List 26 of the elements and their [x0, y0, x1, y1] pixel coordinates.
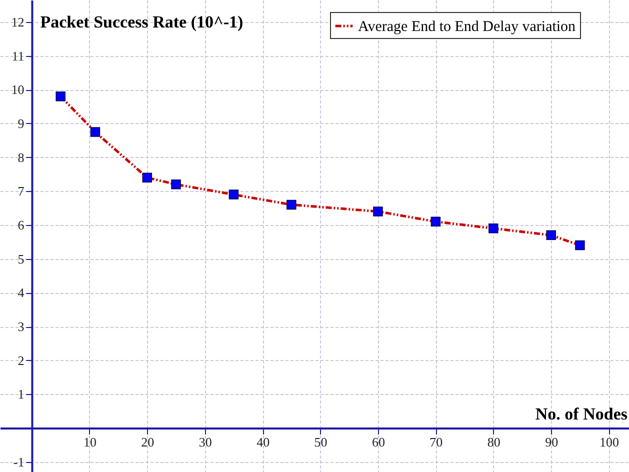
y-tick-label: 6: [18, 218, 25, 233]
y-tick-label: 8: [18, 150, 24, 165]
x-tick-label: 30: [198, 434, 212, 450]
y-tick-label: 1: [18, 386, 24, 402]
y-tick-label: 3: [18, 319, 24, 334]
x-tick-label: 40: [256, 434, 270, 450]
y-tick-label: 4: [18, 285, 25, 300]
y-tick-label: 11: [12, 48, 24, 64]
y-tick-label: 10: [11, 82, 24, 98]
x-tick-label: 70: [430, 434, 443, 450]
y-tick-label: 2: [18, 352, 24, 368]
x-tick-label: 50: [314, 434, 328, 450]
x-axis-title: No. of Nodes: [535, 404, 628, 424]
x-tick-label: 90: [545, 434, 558, 450]
legend-label: Average End to End Delay variation: [358, 19, 576, 35]
y-axis-title: Packet Success Rate (10^-1): [40, 12, 244, 32]
x-tick-label: 60: [372, 434, 385, 450]
y-tick-label: 9: [18, 116, 24, 131]
y-tick-label: -1: [13, 454, 24, 470]
y-tick-label: 12: [11, 14, 24, 30]
y-tick-label: 5: [18, 251, 24, 266]
x-tick-label: 80: [487, 434, 500, 450]
x-tick-label: 10: [83, 434, 96, 450]
x-tick-label: 100: [600, 434, 620, 450]
y-tick-label: 7: [18, 184, 25, 199]
x-tick-label: 20: [141, 434, 154, 450]
